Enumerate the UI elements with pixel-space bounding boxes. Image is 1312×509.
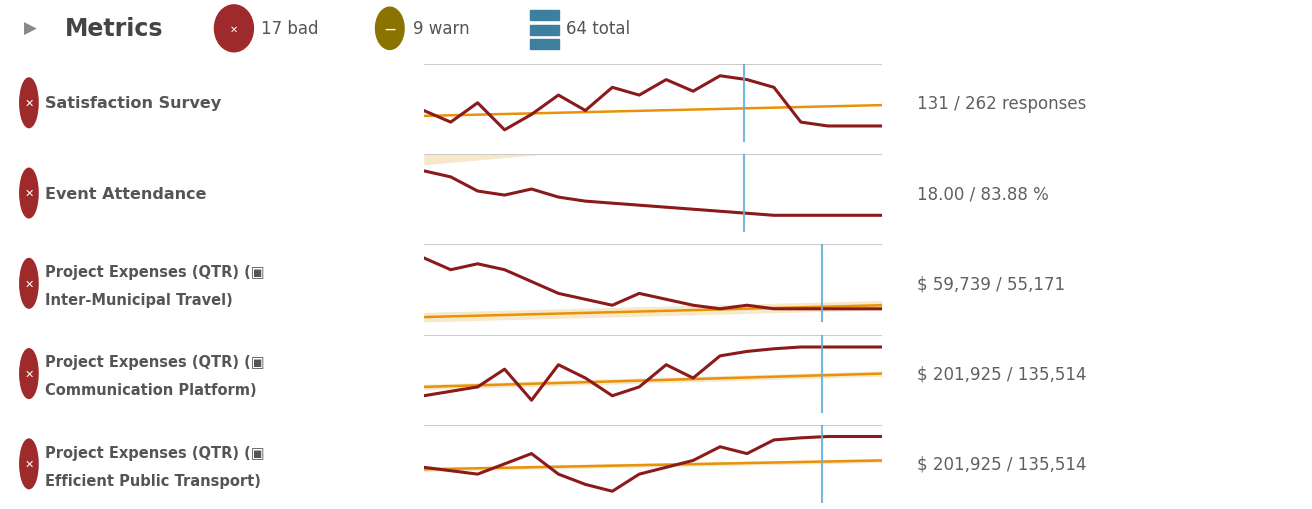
Text: ✕: ✕ (24, 369, 34, 379)
Ellipse shape (20, 349, 38, 399)
Text: Inter-Municipal Travel): Inter-Municipal Travel) (45, 293, 234, 307)
Text: ✕: ✕ (230, 24, 237, 34)
Text: ✕: ✕ (24, 99, 34, 108)
Text: ▶: ▶ (24, 20, 37, 38)
Text: $ 201,925 / 135,514: $ 201,925 / 135,514 (917, 365, 1086, 383)
Text: ✕: ✕ (24, 279, 34, 289)
Ellipse shape (214, 6, 253, 53)
Ellipse shape (20, 259, 38, 308)
Ellipse shape (375, 8, 404, 50)
FancyBboxPatch shape (530, 11, 559, 21)
FancyBboxPatch shape (530, 40, 559, 50)
Text: Efficient Public Transport): Efficient Public Transport) (45, 473, 261, 488)
Text: Communication Platform): Communication Platform) (45, 383, 257, 398)
Ellipse shape (20, 169, 38, 218)
Text: Event Attendance: Event Attendance (45, 186, 207, 201)
Text: Project Expenses (QTR) (▣: Project Expenses (QTR) (▣ (45, 355, 265, 370)
Text: 18.00 / 83.88 %: 18.00 / 83.88 % (917, 185, 1050, 203)
Text: ✕: ✕ (24, 189, 34, 199)
Text: 9 warn: 9 warn (413, 20, 470, 38)
FancyBboxPatch shape (530, 26, 559, 36)
Text: 131 / 262 responses: 131 / 262 responses (917, 95, 1086, 112)
Text: ✕: ✕ (24, 459, 34, 469)
Text: —: — (384, 24, 395, 34)
Ellipse shape (20, 439, 38, 489)
Text: 64 total: 64 total (567, 20, 631, 38)
Text: Metrics: Metrics (66, 17, 164, 41)
Text: Project Expenses (QTR) (▣: Project Expenses (QTR) (▣ (45, 445, 265, 460)
Text: Project Expenses (QTR) (▣: Project Expenses (QTR) (▣ (45, 265, 265, 279)
Text: Satisfaction Survey: Satisfaction Survey (45, 96, 222, 111)
Text: $ 59,739 / 55,171: $ 59,739 / 55,171 (917, 275, 1065, 293)
Text: $ 201,925 / 135,514: $ 201,925 / 135,514 (917, 455, 1086, 473)
Ellipse shape (20, 79, 38, 128)
Text: 17 bad: 17 bad (261, 20, 319, 38)
